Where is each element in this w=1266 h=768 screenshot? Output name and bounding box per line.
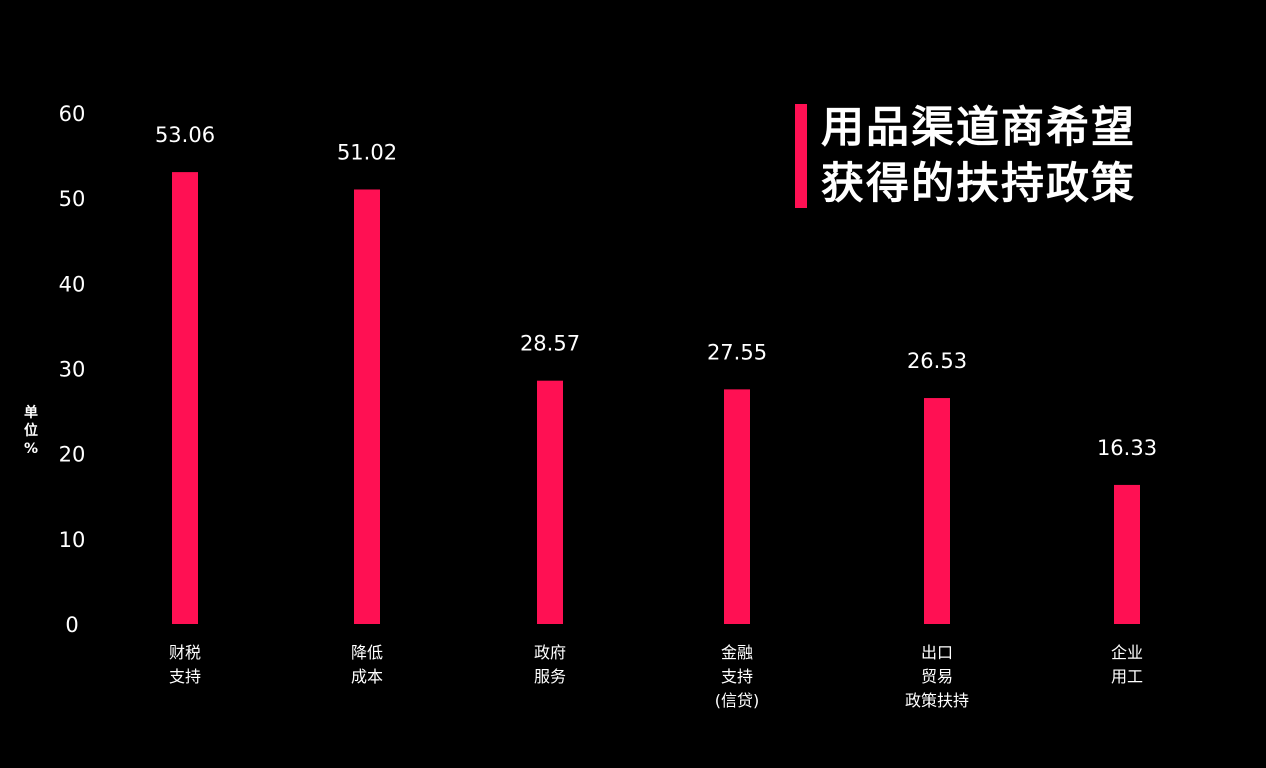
data-label: 26.53: [907, 349, 967, 373]
category-label-line: (信贷): [715, 691, 760, 710]
category-label-line: 支持: [169, 667, 201, 686]
title-line: 用品渠道商希望: [821, 103, 1136, 153]
category-label-line: 企业: [1111, 643, 1143, 662]
y-tick-label: 30: [59, 358, 86, 382]
value-labels: 53.06 51.02 28.57 27.55 26.53 16.33: [155, 123, 1157, 460]
y-axis-ticks: 0 10 20 30 40 50 60: [59, 102, 86, 637]
category-labels: 财税支持 降低成本 政府服务 金融支持 (信贷) 出口贸易政策扶持 企业用工: [169, 643, 1143, 710]
bar: [354, 189, 380, 624]
data-label: 28.57: [520, 332, 580, 356]
bar: [724, 389, 750, 624]
y-tick-label: 40: [59, 272, 86, 296]
category-label-line: 政府: [534, 643, 566, 662]
data-label: 16.33: [1097, 436, 1157, 460]
title-text: 用品渠道商希望 获得的扶持政策: [821, 100, 1136, 212]
category-label: 企业用工: [1111, 643, 1143, 686]
category-label: 政府服务: [534, 643, 566, 686]
category-label-line: 支持: [721, 667, 753, 686]
category-label-line: 金融: [721, 643, 753, 662]
category-label-line: 用工: [1111, 667, 1143, 686]
category-label-line: 降低: [351, 643, 383, 662]
y-tick-label: 20: [59, 443, 86, 467]
bar: [924, 398, 950, 624]
bar: [537, 380, 563, 624]
bar: [1114, 484, 1140, 624]
chart-title: 用品渠道商希望 获得的扶持政策: [795, 100, 1185, 210]
data-label: 27.55: [707, 340, 767, 364]
category-label: 财税支持: [169, 643, 201, 686]
title-accent-bar: [795, 104, 807, 208]
y-axis-label: 单 位 %: [20, 404, 42, 458]
y-tick-label: 60: [59, 102, 86, 126]
y-axis-label-char: %: [23, 441, 39, 457]
bar: [172, 172, 198, 625]
y-tick-label: 10: [59, 528, 86, 552]
category-label-line: 服务: [534, 667, 566, 686]
y-axis-label-char: 单: [24, 405, 38, 421]
title-line: 获得的扶持政策: [821, 159, 1136, 209]
y-tick-label: 0: [65, 613, 78, 637]
category-label: 出口贸易政策扶持: [905, 643, 969, 710]
category-label-line: 政策扶持: [905, 691, 969, 710]
y-tick-label: 50: [59, 187, 86, 211]
category-label: 金融支持 (信贷): [715, 643, 760, 710]
data-label: 53.06: [155, 123, 215, 147]
y-axis-label-char: 位: [24, 423, 38, 439]
category-label-line: 成本: [351, 667, 383, 686]
category-label-line: 财税: [169, 643, 201, 662]
category-label-line: 贸易: [921, 667, 953, 686]
data-label: 51.02: [337, 140, 397, 164]
bars: [172, 172, 1140, 625]
category-label: 降低成本: [351, 643, 383, 686]
category-label-line: 出口: [921, 643, 953, 662]
